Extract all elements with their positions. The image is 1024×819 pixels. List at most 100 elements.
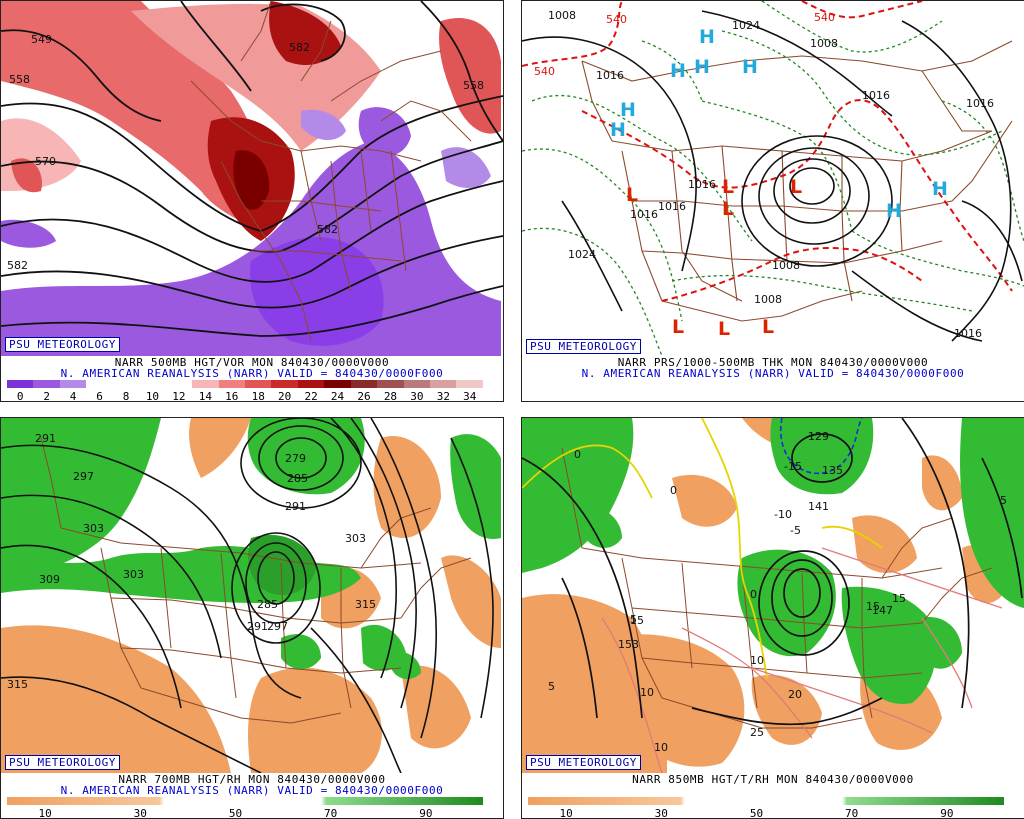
contour-label: 141 <box>808 500 829 513</box>
temperature-label: -10 <box>774 508 792 521</box>
scale-swatch <box>430 380 457 388</box>
isobar-label: 1008 <box>810 37 838 50</box>
contour-label: 291 <box>35 432 56 445</box>
map-500mb-vorticity: 549 558 570 582 582 558 582 <box>1 1 503 356</box>
map-850mb-temp-rh: 129 135 141 153 147 -15 -10 -5 0 0 0 5 5… <box>522 418 1024 773</box>
isobar-label: 1016 <box>862 89 890 102</box>
scale-swatch <box>244 380 272 388</box>
scale-tick-label: 10 <box>38 807 52 819</box>
panel-500mb-vorticity: 549 558 570 582 582 558 582 PSU METEOROL… <box>0 0 504 402</box>
scale-swatch <box>324 380 351 388</box>
scale-tick-label: 26 <box>357 390 371 402</box>
contour-label: 297 <box>267 620 288 633</box>
isobar-label: 1016 <box>688 178 716 191</box>
low-pressure-marker: L <box>626 184 638 206</box>
scale-swatch <box>7 380 34 388</box>
contour-label: 303 <box>83 522 104 535</box>
contour-label: 549 <box>31 33 52 46</box>
scale-swatch <box>112 380 140 388</box>
scale-swatch <box>271 380 298 388</box>
scale-swatch <box>86 380 113 388</box>
isobar-label: 1016 <box>966 97 994 110</box>
contour-label: 297 <box>73 470 94 483</box>
contour-label: 291 <box>285 500 306 513</box>
rh-scale-ticks: 10 30 50 70 90 <box>7 807 483 819</box>
vorticity-scale-ticks: 0 2 4 6 8 10 12 14 16 18 20 22 24 26 28 30 32 34 <box>7 390 483 402</box>
high-pressure-marker: H <box>620 99 636 121</box>
temperature-label: 15 <box>892 592 906 605</box>
scale-swatch <box>350 380 378 388</box>
isobar-label: 1024 <box>568 248 596 261</box>
panel-caption: NARR PRS/1000-500MB THK MON 840430/0000V… <box>617 356 929 369</box>
high-pressure-marker: H <box>932 178 948 200</box>
scale-swatch <box>165 380 193 388</box>
high-pressure-marker: H <box>610 119 626 141</box>
scale-tick-label: 10 <box>559 807 573 819</box>
rh-color-scale <box>528 797 1004 805</box>
scale-swatch <box>139 380 166 388</box>
scale-tick-label: 18 <box>251 390 265 402</box>
temperature-label: 20 <box>788 688 802 701</box>
scale-swatch <box>403 380 430 388</box>
scale-swatch <box>59 380 87 388</box>
panel-caption: NARR 850MB HGT/T/RH MON 840430/0000V000 <box>632 773 914 786</box>
low-pressure-marker: L <box>718 318 730 340</box>
scale-tick-label: 8 <box>122 390 130 402</box>
panel-valid-caption: N. AMERICAN REANALYSIS (NARR) VALID = 84… <box>60 784 444 797</box>
temperature-label: 15 <box>630 614 644 627</box>
temperature-label: 5 <box>548 680 555 693</box>
psu-meteorology-badge: PSU METEOROLOGY <box>5 337 120 352</box>
isobar-label: 1016 <box>630 208 658 221</box>
scale-tick-label: 0 <box>16 390 24 402</box>
scale-tick-label: 12 <box>172 390 186 402</box>
contour-label: 285 <box>257 598 278 611</box>
scale-tick-label: 22 <box>304 390 318 402</box>
scale-tick-label: 14 <box>198 390 212 402</box>
scale-tick-label: 6 <box>96 390 103 402</box>
thickness-label: 540 <box>606 13 627 26</box>
high-pressure-marker: H <box>694 56 710 78</box>
contour-label: 582 <box>289 41 310 54</box>
scale-tick-label: 30 <box>133 807 147 819</box>
rh-color-scale <box>7 797 483 805</box>
contour-label: 279 <box>285 452 306 465</box>
scale-tick-label: 10 <box>145 390 160 402</box>
thickness-label: 540 <box>534 65 555 78</box>
scale-tick-label: 70 <box>845 807 859 819</box>
temperature-label: 15 <box>866 600 880 613</box>
psu-meteorology-badge: PSU METEOROLOGY <box>5 755 120 770</box>
scale-tick-label: 16 <box>225 390 239 402</box>
isobar-label: 1008 <box>772 259 800 272</box>
temperature-label: 10 <box>654 741 668 754</box>
low-pressure-marker: L <box>722 198 734 220</box>
contour-label: 285 <box>287 472 308 485</box>
contour-label: 129 <box>808 430 829 443</box>
low-pressure-marker: L <box>722 176 734 198</box>
high-pressure-marker: H <box>670 60 686 82</box>
scale-tick-label: 90 <box>940 807 954 819</box>
contour-label: 570 <box>35 155 56 168</box>
psu-meteorology-badge: PSU METEOROLOGY <box>526 755 641 770</box>
panel-850mb-temp-rh: 129 135 141 153 147 -15 -10 -5 0 0 0 5 5… <box>521 417 1024 819</box>
map-sfc-pressure-thickness: H H H H H H H H L L L L L L L 1008 1024 … <box>522 1 1024 356</box>
scale-tick-label: 34 <box>463 390 477 402</box>
panel-caption: NARR 700MB HGT/RH MON 840430/0000V000 <box>118 773 386 786</box>
contour-label: 153 <box>618 638 639 651</box>
scale-tick-label: 4 <box>69 390 77 402</box>
scale-swatch <box>192 380 219 388</box>
contour-label: 582 <box>317 223 338 236</box>
low-pressure-marker: L <box>762 316 774 338</box>
panel-sfc-pressure-thickness: H H H H H H H H L L L L L L L 1008 1024 … <box>521 0 1024 402</box>
isobar-label: 1008 <box>548 9 576 22</box>
contour-label: 291 <box>247 620 268 633</box>
temperature-label: -5 <box>790 524 801 537</box>
scale-swatch <box>33 380 60 388</box>
temperature-label: 0 <box>750 588 757 601</box>
high-pressure-marker: H <box>886 200 902 222</box>
contour-label: 135 <box>822 464 843 477</box>
scale-tick-label: 2 <box>43 390 50 402</box>
temperature-label: 5 <box>630 613 637 626</box>
contour-label: 315 <box>7 678 28 691</box>
isobar-label: 1016 <box>658 200 686 213</box>
map-700mb-rh: 291 297 303 303 309 279 285 291 303 315 … <box>1 418 503 773</box>
